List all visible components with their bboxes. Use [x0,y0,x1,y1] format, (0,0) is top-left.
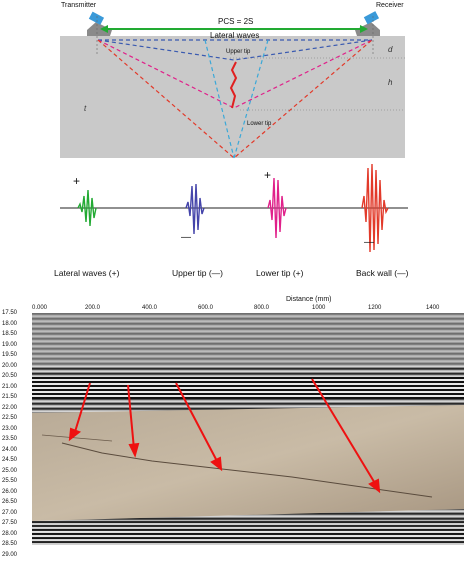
y-tick-11: 23.00 [2,425,18,432]
y-tick-1: 18.00 [2,320,18,327]
pcs-arrow-left-head [100,25,108,33]
x-tick-7: 1400 [426,305,440,311]
photo-crack-2 [41,434,113,442]
pcs-arrow-right-head [360,25,368,33]
back-wall-pulse [361,163,389,253]
waveform-panel: + — + — Lateral waves (+) Upper tip (—) … [0,160,467,280]
t-label: t [84,104,87,113]
x-tick-2: 400.0 [142,305,158,311]
x-tick-5: 1000 [312,305,326,311]
transmitter-label: Transmitter [61,2,97,9]
lower-tip-sign: + [264,168,272,182]
h-label: h [388,78,393,87]
y-tick-4: 19.50 [2,352,18,358]
y-tick-19: 27.00 [2,509,18,516]
x-tick-1: 200.0 [85,305,101,311]
y-tick-6: 20.50 [2,373,18,379]
y-tick-16: 25.50 [2,478,18,484]
back-wall-path [97,39,373,159]
crack [229,61,238,109]
upper-tip-sign: — [181,232,191,243]
y-tick-9: 22.00 [2,404,18,411]
y-axis-ticks: 17.50 18.00 18.50 19.00 19.50 20.00 20.5… [2,310,32,558]
y-tick-18: 26.50 [2,499,18,505]
y-tick-8: 21.50 [2,394,18,400]
x-tick-6: 1200 [368,305,382,311]
pcs-label: PCS = 2S [218,17,254,26]
transmitter-probe [87,22,112,36]
transmitter-crystal [88,11,105,25]
y-tick-15: 25.00 [2,467,18,474]
test-piece [60,36,405,158]
receiver-label: Receiver [376,2,404,9]
x-tick-3: 600.0 [198,305,214,311]
d-label: d [388,45,393,54]
tofd-diagram: Transmitter Receiver PCS = 2S Lateral wa… [0,0,467,160]
scan-lower-region [32,521,464,545]
receiver-crystal [363,11,380,25]
x-axis-title: Distance (mm) [286,296,332,303]
y-tick-12: 23.50 [2,436,18,442]
y-tick-23: 29.00 [2,551,18,558]
y-tick-20: 27.50 [2,520,18,526]
annotation-arrows [68,378,381,494]
beam-spread-left [204,39,235,159]
lateral-waves-label: Lateral waves [210,31,260,40]
waveform-svg [60,163,408,253]
lower-tip-label: Lower tip [247,121,272,127]
upper-tip-caption: Upper tip (—) [172,268,224,278]
y-tick-13: 24.00 [2,446,18,453]
lateral-waves-caption: Lateral waves (+) [54,268,120,278]
scan-upper-region [32,313,464,365]
x-axis-ticks: 0.000 200.0 400.0 600.0 800.0 1000 1200 … [32,305,462,315]
y-tick-10: 22.50 [2,415,18,421]
lower-tip-path [97,39,373,109]
x-tick-0: 0.000 [32,305,48,311]
scan-panel: Distance (mm) 0.000 200.0 400.0 600.0 80… [0,296,467,561]
upper-tip-path [97,39,373,61]
upper-tip-pulse [185,183,205,235]
y-tick-5: 20.00 [2,362,18,369]
back-wall-sign: — [364,237,374,248]
y-tick-3: 19.00 [2,341,18,348]
specimen-photo [32,405,464,521]
y-tick-14: 24.50 [2,457,18,463]
lower-tip-pulse [267,177,287,239]
scan-strong-band [32,377,464,399]
lateral-wave-pulse [77,189,97,227]
back-wall-caption: Back wall (—) [356,268,409,278]
y-tick-2: 18.50 [2,331,18,337]
x-tick-4: 800.0 [254,305,270,311]
d-scan-image [32,313,464,545]
y-tick-0: 17.50 [2,310,18,316]
lower-tip-caption: Lower tip (+) [256,268,304,278]
y-tick-21: 28.00 [2,530,18,537]
upper-tip-label: Upper tip [226,49,251,55]
y-tick-17: 26.00 [2,488,18,495]
tofd-schematic-svg [60,11,405,159]
y-tick-7: 21.00 [2,383,18,390]
y-tick-22: 28.50 [2,541,18,547]
lateral-sign: + [73,174,81,188]
